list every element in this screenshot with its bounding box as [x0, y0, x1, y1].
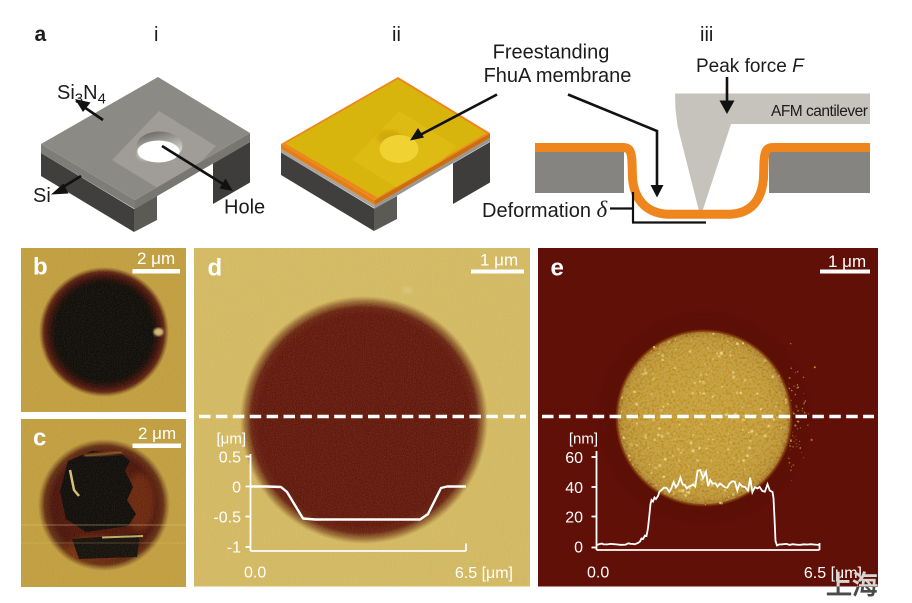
svg-text:1 μm: 1 μm [828, 252, 866, 271]
svg-text:iii: iii [700, 24, 713, 46]
svg-text:-0.5: -0.5 [213, 510, 241, 527]
svg-text:40: 40 [565, 480, 583, 497]
svg-text:0: 0 [574, 540, 583, 557]
svg-text:[nm]: [nm] [569, 431, 598, 448]
svg-text:ii: ii [392, 24, 401, 46]
svg-text:0: 0 [232, 480, 241, 497]
svg-text:Peak force F: Peak force F [696, 56, 805, 77]
svg-text:AFM cantilever: AFM cantilever [771, 103, 868, 120]
svg-text:6.5 [μm]: 6.5 [μm] [804, 565, 862, 582]
svg-text:Deformation δ: Deformation δ [482, 197, 608, 222]
svg-text:i: i [154, 24, 158, 46]
svg-text:60: 60 [565, 450, 583, 467]
svg-text:e: e [551, 255, 564, 282]
svg-text:0.0: 0.0 [587, 565, 609, 582]
svg-text:c: c [33, 425, 46, 452]
svg-text:[μm]: [μm] [217, 431, 246, 448]
svg-text:d: d [208, 255, 223, 282]
svg-text:Freestanding: Freestanding [493, 42, 610, 64]
svg-text:2 μm: 2 μm [137, 249, 175, 268]
svg-text:上海: 上海 [826, 570, 878, 600]
svg-text:b: b [33, 254, 48, 281]
svg-text:Si3N4: Si3N4 [57, 82, 106, 108]
svg-text:a: a [35, 23, 47, 46]
svg-text:20: 20 [565, 510, 583, 527]
svg-text:6.5 [μm]: 6.5 [μm] [455, 565, 513, 582]
svg-text:0.5: 0.5 [219, 450, 241, 467]
svg-text:2 μm: 2 μm [138, 424, 176, 443]
svg-text:Hole: Hole [224, 197, 265, 219]
svg-text:-1: -1 [227, 540, 241, 557]
svg-text:1 μm: 1 μm [480, 251, 518, 270]
svg-text:0.0: 0.0 [244, 565, 266, 582]
svg-text:FhuA membrane: FhuA membrane [484, 65, 632, 87]
svg-text:上海: 上海 [826, 570, 878, 600]
svg-text:Si: Si [33, 185, 51, 207]
